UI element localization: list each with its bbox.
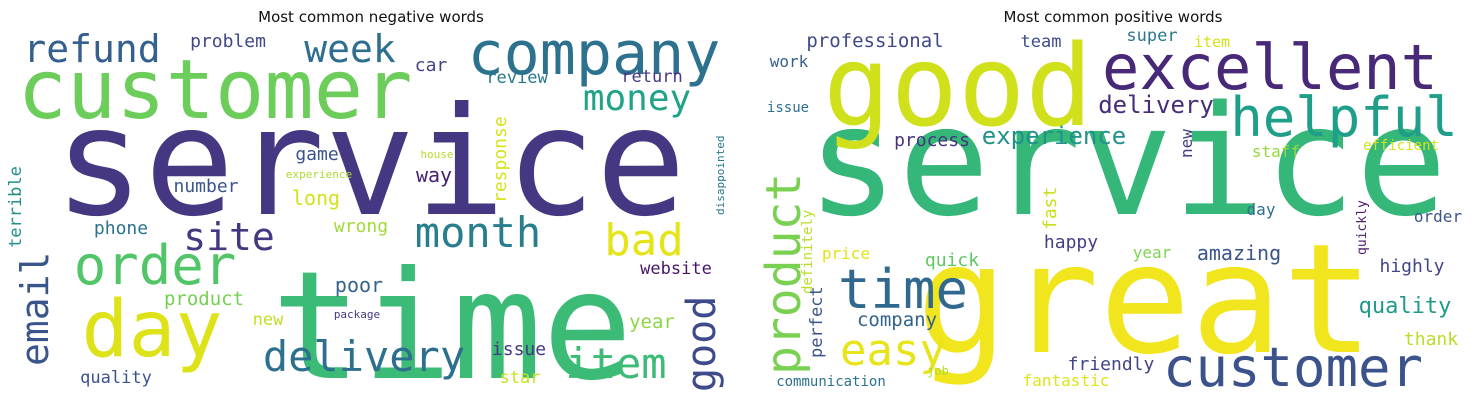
negative-word-website: website bbox=[640, 259, 712, 279]
positive-word-team: team bbox=[1021, 32, 1062, 52]
positive-word-super: super bbox=[1126, 26, 1177, 46]
positive-word-customer: customer bbox=[1163, 336, 1423, 399]
negative-word-money: money bbox=[583, 78, 691, 119]
positive-word-professional: professional bbox=[806, 30, 943, 52]
positive-word-friendly: friendly bbox=[1068, 354, 1155, 375]
positive-word-amazing: amazing bbox=[1197, 241, 1281, 265]
positive-word-work: work bbox=[770, 52, 809, 71]
negative-word-problem: problem bbox=[190, 31, 266, 52]
positive-word-happy: happy bbox=[1044, 232, 1098, 253]
negative-word-delivery: delivery bbox=[263, 332, 465, 381]
positive-word-great: great bbox=[916, 211, 1374, 388]
positive-word-fantastic: fantastic bbox=[1023, 371, 1110, 390]
positive-word-helpful: helpful bbox=[1230, 86, 1458, 149]
positive-word-fast: fast bbox=[1040, 187, 1061, 230]
negative-word-response: response bbox=[490, 116, 511, 203]
positive-word-good: good bbox=[823, 22, 1093, 152]
positive-word-item: item bbox=[1194, 33, 1230, 51]
negative-word-new: new bbox=[253, 310, 284, 330]
positive-word-order: order bbox=[1414, 207, 1463, 226]
positive-word-perfect: perfect bbox=[807, 286, 827, 358]
negative-word-quality: quality bbox=[80, 368, 152, 388]
negative-word-email: email bbox=[13, 252, 57, 366]
negative-word-game: game bbox=[295, 144, 338, 165]
negative-word-issue: issue bbox=[492, 339, 546, 360]
positive-word-time: time bbox=[838, 258, 968, 321]
negative-word-star: star bbox=[500, 368, 541, 388]
negative-word-product: product bbox=[164, 288, 244, 310]
negative-word-phone: phone bbox=[94, 218, 148, 239]
negative-word-month: month bbox=[415, 208, 541, 257]
positive-word-quickly: quickly bbox=[1355, 200, 1370, 255]
negative-word-review: review bbox=[486, 68, 548, 88]
positive-word-easy: easy bbox=[840, 325, 946, 376]
negative-word-terrible: terrible bbox=[6, 166, 26, 248]
positive-word-highly: highly bbox=[1379, 256, 1444, 277]
negative-word-service: service bbox=[54, 76, 686, 250]
negative-word-site: site bbox=[183, 215, 275, 259]
negative-word-poor: poor bbox=[335, 273, 383, 297]
positive-word-job: job bbox=[927, 364, 949, 378]
positive-word-experience: experience bbox=[982, 122, 1127, 150]
positive-word-delivery: delivery bbox=[1098, 91, 1214, 119]
positive-word-day: day bbox=[1247, 200, 1276, 219]
negative-word-way: way bbox=[416, 163, 452, 187]
negative-word-long: long bbox=[292, 186, 340, 210]
negative-word-year: year bbox=[629, 311, 675, 333]
negative-word-refund: refund bbox=[23, 27, 160, 71]
negative-word-time: time bbox=[271, 240, 632, 401]
negative-word-house: house bbox=[420, 148, 453, 161]
negative-word-bad: bad bbox=[604, 215, 683, 266]
positive-word-communication: communication bbox=[776, 374, 886, 390]
positive-word-excellent: excellent bbox=[1102, 31, 1438, 104]
negative-word-week: week bbox=[304, 27, 396, 71]
negative-word-package: package bbox=[334, 308, 380, 321]
positive-word-price: price bbox=[822, 244, 870, 263]
negative-word-company: company bbox=[468, 19, 721, 89]
negative-word-experience: experience bbox=[286, 168, 352, 181]
negative-word-car: car bbox=[415, 55, 448, 76]
negative-word-item: item bbox=[565, 339, 666, 388]
positive-word-product: product bbox=[756, 173, 812, 375]
negative-word-number: number bbox=[173, 176, 238, 197]
positive-word-process: process bbox=[894, 130, 970, 151]
positive-word-company: company bbox=[857, 309, 937, 331]
positive-word-year: year bbox=[1133, 243, 1172, 262]
positive-word-quick: quick bbox=[925, 250, 979, 271]
positive-word-thank: thank bbox=[1404, 329, 1458, 350]
negative-word-order: order bbox=[74, 234, 237, 297]
negative-word-customer: customer bbox=[18, 43, 413, 138]
positive-word-definitely: definitely bbox=[800, 210, 816, 294]
positive-word-service: service bbox=[807, 73, 1448, 250]
negative-word-disappointed: disappointed bbox=[714, 136, 727, 215]
positive-word-new: new bbox=[1177, 129, 1196, 158]
negative-cloud-title: Most common negative words bbox=[258, 8, 484, 26]
positive-word-issue: issue bbox=[767, 100, 809, 116]
positive-word-quality: quality bbox=[1359, 294, 1452, 319]
negative-word-day: day bbox=[82, 285, 223, 375]
negative-word-wrong: wrong bbox=[334, 216, 388, 237]
positive-cloud-title: Most common positive words bbox=[1003, 8, 1223, 26]
positive-word-efficient: efficient bbox=[1363, 138, 1439, 154]
positive-word-staff: staff bbox=[1252, 142, 1300, 161]
negative-word-return: return bbox=[621, 67, 682, 87]
negative-word-good: good bbox=[679, 296, 725, 392]
